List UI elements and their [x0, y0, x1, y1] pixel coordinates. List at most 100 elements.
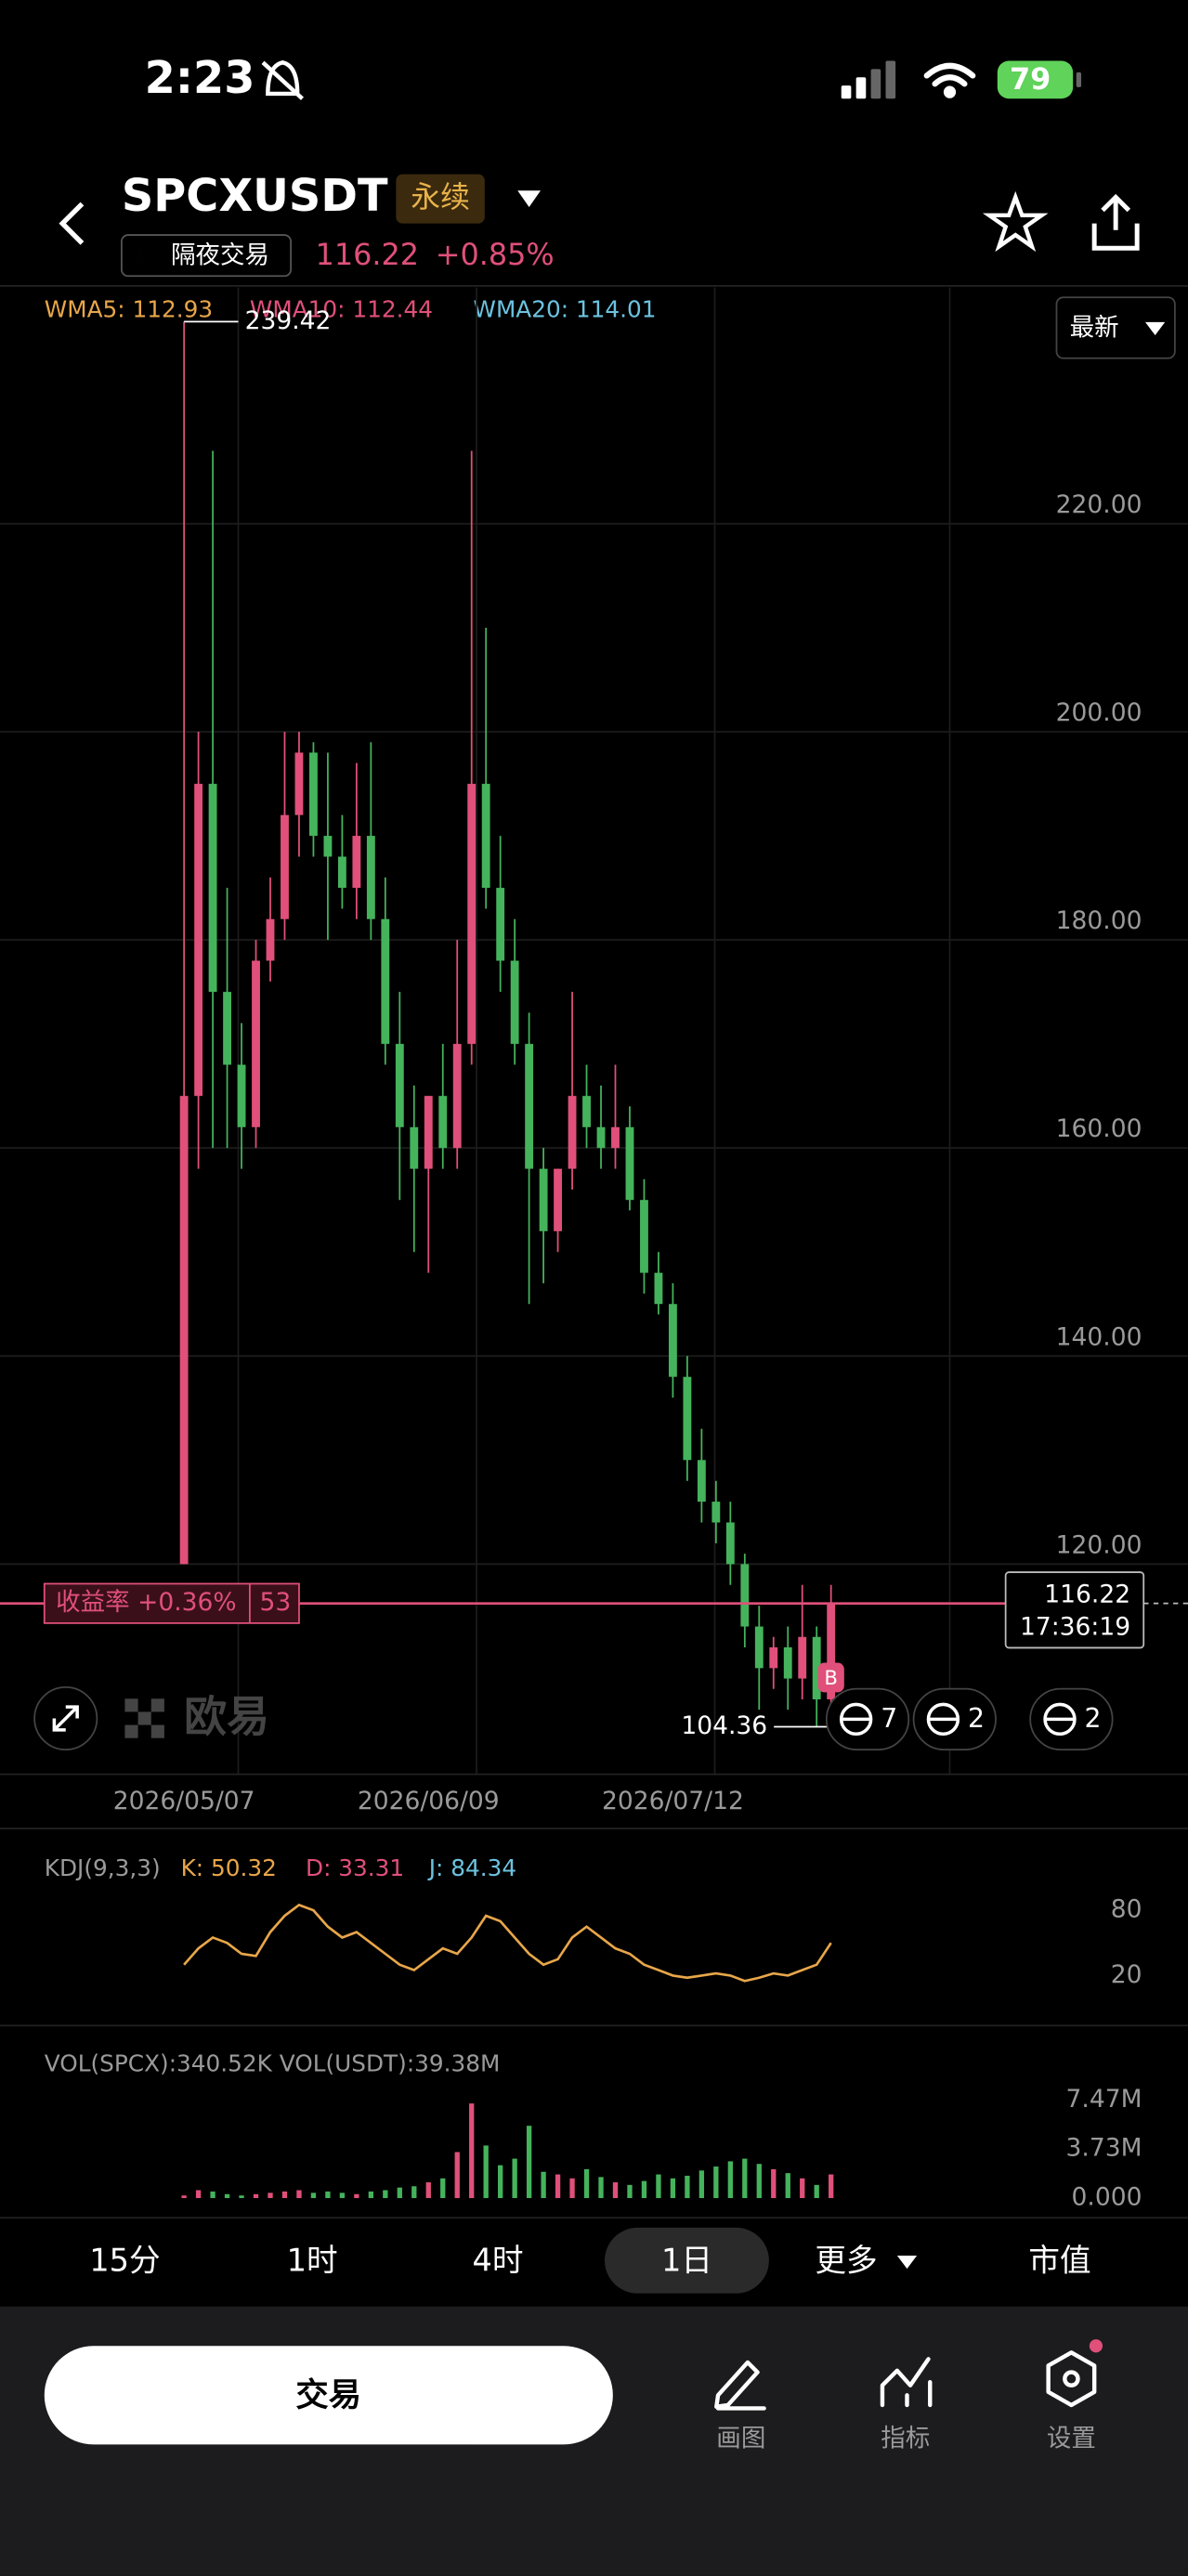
candle-body [769, 1646, 778, 1669]
tool-label[interactable]: 指标 [881, 2425, 930, 2453]
candle-body [467, 784, 477, 1045]
volume-bar [339, 2192, 346, 2199]
candle-body [337, 856, 346, 889]
volume-bar [583, 2168, 590, 2199]
tool-label[interactable]: 设置 [1047, 2425, 1096, 2453]
volume-bar [569, 2178, 575, 2199]
volume-bar [440, 2178, 446, 2199]
timeframe-tab[interactable]: 市值 [1028, 2243, 1090, 2279]
view-mode-button[interactable] [1055, 296, 1176, 359]
battery [997, 60, 1074, 99]
kdj-k-line [183, 1903, 832, 1983]
session-badge [121, 234, 293, 278]
candle-body [510, 960, 519, 1045]
volume-bar [239, 2195, 244, 2199]
candle-body [625, 1126, 634, 1201]
symbol-dropdown[interactable] [517, 190, 542, 207]
candle-body [539, 1168, 548, 1231]
indicator-icon[interactable] [880, 2357, 933, 2408]
header-price: 116.22 [316, 237, 419, 272]
favorite-button[interactable] [982, 190, 1049, 253]
volume-bar [210, 2191, 215, 2199]
x-tick-label: 2026/07/12 [602, 1787, 744, 1815]
candle-body [525, 1044, 534, 1169]
volume-bar [397, 2187, 402, 2199]
candle-body [725, 1522, 735, 1565]
volume-bar [771, 2168, 777, 2199]
max-marker-label: 239.42 [245, 306, 332, 335]
candle-body [812, 1636, 821, 1699]
wifi-icon [923, 62, 976, 98]
volume-bar [685, 2175, 690, 2199]
volume-bar [756, 2164, 762, 2199]
volume-bar [469, 2103, 475, 2199]
candle-body [668, 1304, 677, 1377]
more-arrow [896, 2255, 918, 2270]
candle-body [179, 1096, 189, 1565]
trade-button-text: 交易 [295, 2376, 361, 2414]
timeframe-tab[interactable]: 15分 [89, 2243, 160, 2279]
volume-bar [325, 2191, 331, 2199]
kdj-tick-label: 20 [1111, 1960, 1142, 1989]
candle-body [395, 1044, 404, 1127]
candle-body [223, 992, 231, 1065]
candle-body [582, 1096, 591, 1127]
timeframe-tab[interactable]: 1日 [661, 2243, 712, 2279]
volume-bar [800, 2178, 805, 2199]
candle-body [252, 960, 260, 1127]
settings-icon-center [1063, 2370, 1080, 2387]
volume-bar [383, 2190, 388, 2199]
candle-body [827, 1603, 836, 1699]
signal-icon [841, 60, 896, 99]
contract-tag-text: 永续 [411, 179, 470, 215]
candle-body [654, 1272, 663, 1305]
volume-bar [727, 2161, 733, 2199]
back-button[interactable] [59, 202, 85, 245]
candle-body [294, 752, 304, 815]
candle-body [424, 1096, 433, 1169]
volume-bar [253, 2193, 259, 2199]
wma20-label: WMA20: 114.01 [473, 295, 656, 322]
volume-bar [627, 2184, 633, 2199]
candle-body [323, 836, 333, 857]
draw-icon[interactable] [714, 2360, 766, 2411]
candle-body [596, 1126, 606, 1149]
timeframe-tab[interactable]: 4时 [473, 2243, 524, 2279]
timeframe-tab[interactable]: 1时 [287, 2243, 338, 2279]
battery-level[interactable]: 79 [1010, 61, 1051, 97]
candle-body [309, 752, 318, 837]
candle-body [410, 1126, 419, 1169]
vertical-grid [237, 287, 951, 1775]
volume-bar [742, 2158, 748, 2199]
y-tick-label: 180.00 [1056, 906, 1142, 935]
volume-bar [368, 2191, 374, 2199]
min-marker-label: 104.36 [681, 1711, 767, 1740]
watermark: 欧易 [184, 1692, 269, 1742]
share-button[interactable] [1091, 193, 1140, 251]
x-tick-label: 2026/06/09 [358, 1787, 500, 1815]
candle-body [754, 1626, 764, 1669]
kdj-k: K: 50.32 [181, 1854, 277, 1881]
status-time: 2:23 [145, 53, 255, 104]
volume-bar [310, 2192, 317, 2199]
mute-icon [261, 60, 304, 100]
kdj-tick-label: 80 [1111, 1895, 1142, 1924]
volume-bar [181, 2195, 187, 2199]
candle-body [740, 1564, 750, 1627]
watermark-logo [124, 1698, 164, 1738]
pnl-box [43, 1582, 300, 1624]
collapse-button[interactable] [33, 1685, 98, 1750]
collapse-icon [52, 1705, 79, 1732]
volume-bar [598, 2177, 604, 2199]
volume-bar [670, 2178, 676, 2199]
settings-icon[interactable] [1046, 2350, 1097, 2408]
timeframe-tab[interactable]: 更多 [815, 2243, 877, 2279]
volume-bar [656, 2174, 661, 2199]
volume-bar [512, 2158, 517, 2199]
candle-body [352, 836, 361, 889]
trade-button[interactable] [44, 2346, 613, 2445]
tool-label[interactable]: 画图 [716, 2425, 765, 2453]
